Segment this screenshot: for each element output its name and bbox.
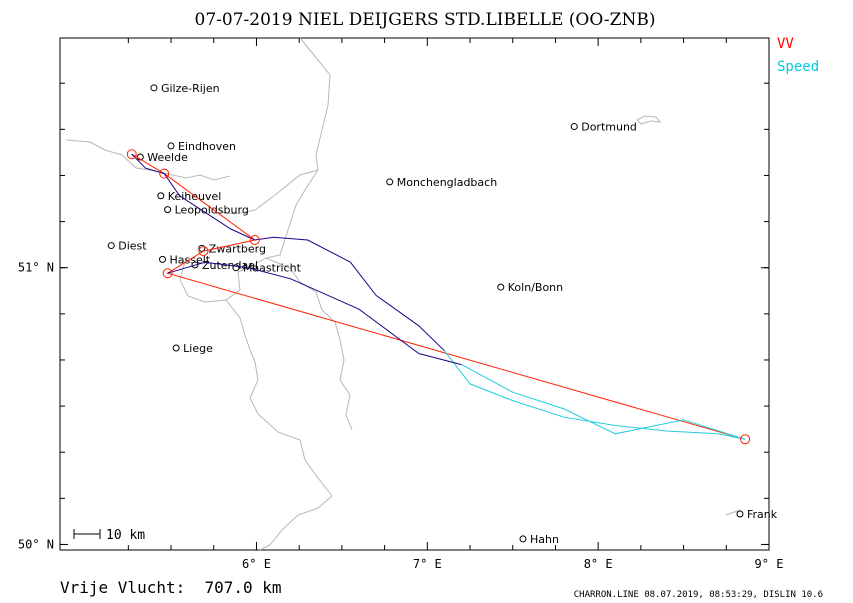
- border-line: [636, 115, 662, 125]
- city-marker: [157, 192, 165, 200]
- x-tick-label: 7° E: [413, 557, 442, 571]
- city-marker: [150, 84, 158, 92]
- city-marker: [167, 142, 175, 150]
- flight-title: 07-07-2019 NIEL DEIJGERS STD.LIBELLE (OO…: [195, 10, 656, 30]
- border-line: [259, 495, 333, 551]
- turnpoint-marker: [159, 168, 170, 179]
- free-flight-distance: Vrije Vlucht: 707.0 km: [60, 578, 282, 597]
- turnpoint-marker: [249, 235, 260, 246]
- flight-tracks: [131, 153, 746, 440]
- legend-speed: Speed: [777, 59, 819, 75]
- city-marker: [172, 344, 180, 352]
- x-tick-label: 9° E: [755, 557, 784, 571]
- turnpoint-marker: [198, 246, 209, 257]
- city-marker: [519, 535, 527, 543]
- city-marker: [386, 178, 394, 186]
- task-line: [131, 153, 746, 440]
- legend-vv: VV: [777, 36, 794, 52]
- city-label: Gilze-Rijen: [161, 82, 220, 95]
- city-label: Frank: [747, 508, 778, 521]
- turnpoint-marker: [162, 268, 173, 279]
- x-tick-label: 6° E: [242, 557, 271, 571]
- footer-credit: CHARRON.LINE 08.07.2019, 08:53:29, DISLI…: [574, 590, 823, 600]
- city-marker: [159, 255, 167, 263]
- country-borders: [65, 37, 741, 551]
- border-line: [65, 139, 231, 181]
- track-return: [167, 261, 462, 366]
- city-label: Liege: [183, 342, 213, 355]
- y-tick-label: 50° N: [18, 537, 54, 551]
- border-line: [225, 299, 333, 497]
- city-label: Diest: [118, 240, 147, 253]
- city-label: Zwartberg: [209, 242, 266, 255]
- city-marker: [736, 510, 744, 518]
- city-label: Eindhoven: [178, 140, 236, 153]
- city-label: Dortmund: [581, 121, 637, 134]
- track-vv: [131, 153, 445, 352]
- border-line: [725, 509, 741, 516]
- city-marker: [107, 242, 115, 250]
- city-label: Maastricht: [243, 262, 302, 275]
- city-label: Leopoldsburg: [175, 204, 249, 217]
- city-marker: [497, 283, 505, 291]
- turnpoint-marker: [740, 434, 751, 445]
- border-line: [179, 37, 331, 303]
- y-tick-label: 51° N: [18, 261, 54, 275]
- city-marker: [164, 206, 172, 214]
- city-label: Monchengladbach: [397, 176, 497, 189]
- city-label: Weelde: [147, 151, 188, 164]
- scale-bar-label: 10 km: [106, 528, 145, 543]
- turnpoint-marker: [126, 149, 137, 160]
- city-label: Koln/Bonn: [508, 281, 563, 294]
- map-frame: [59, 37, 770, 551]
- border-line: [265, 257, 353, 431]
- map-grid: 6° E 7° E 8° E 9° E 51° N 50° N: [18, 38, 784, 571]
- x-tick-label: 8° E: [584, 557, 613, 571]
- scale-bar: 10 km: [73, 528, 145, 543]
- track-speed: [444, 350, 746, 440]
- city-marker: [570, 123, 578, 131]
- task-turnpoints: [126, 149, 751, 445]
- city-label: Hahn: [530, 533, 559, 546]
- border-line: [219, 169, 319, 215]
